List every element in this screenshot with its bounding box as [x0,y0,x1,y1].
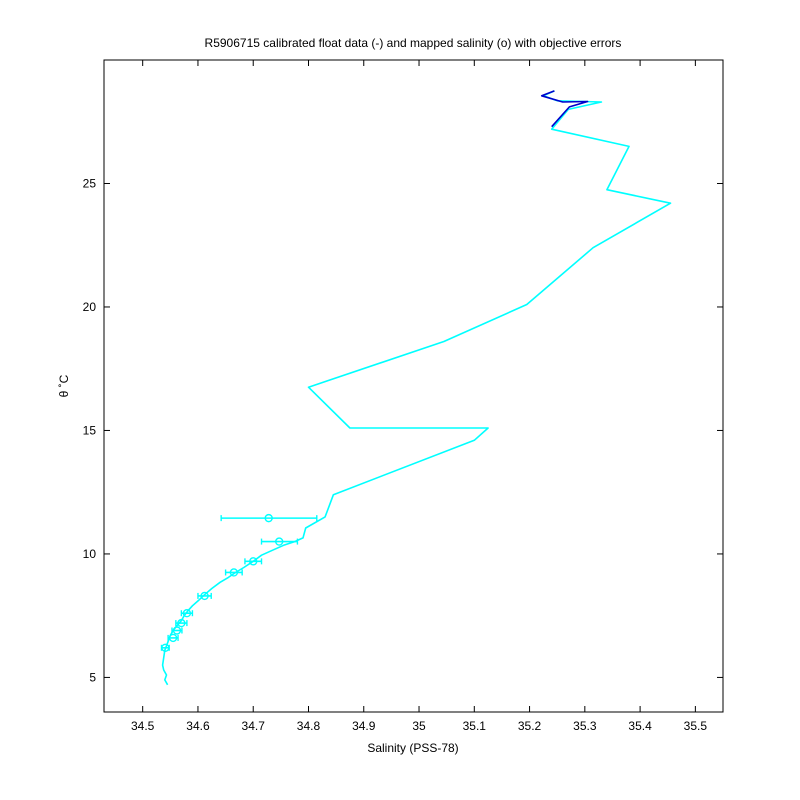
x-tick-label: 35.4 [628,719,652,733]
mapped-layer [160,513,318,652]
x-tick-label: 35.2 [518,719,542,733]
mapped-salinity-point [264,513,273,523]
x-tick-label: 34.7 [242,719,266,733]
x-axis: 34.5 34.6 34.7 34.8 34.9 35 35.1 35.2 35.3 35.4 35… [131,60,707,733]
mapped-salinity-point [168,633,178,643]
mapped-salinity-point [161,643,170,652]
x-tick-label: 35.3 [573,719,597,733]
mapped-salinity-point [177,618,186,628]
x-tick-label: 34.8 [297,719,321,733]
x-tick-label: 35.1 [463,719,487,733]
x-axis-label: Salinity (PSS-78) [367,741,458,755]
x-tick-label: 34.9 [352,719,376,733]
x-tick-label: 35 [412,719,426,733]
series-line-1 [161,90,672,686]
series-layer [161,90,672,686]
y-axis: 5 10 15 20 25 [83,176,723,684]
y-tick-label: 10 [83,547,97,561]
mapped-salinity-point [274,537,284,546]
plot-frame [103,59,724,713]
y-axis-label: θ ˚C [57,374,71,397]
x-tick-label: 34.5 [131,719,155,733]
mapped-salinity-point [182,609,192,618]
x-tick-label: 35.5 [684,719,708,733]
y-tick-label: 25 [83,176,97,190]
chart-title: R5906715 calibrated float data (-) and m… [205,36,622,50]
x-tick-label: 34.6 [186,719,210,733]
mapped-salinity-point [229,568,239,577]
mapped-salinity-point [200,591,209,601]
y-tick-label: 15 [83,423,97,437]
mapped-salinity-point [172,626,182,635]
y-tick-label: 20 [83,300,97,314]
y-tick-label: 5 [89,670,96,684]
series-line-2 [540,90,589,128]
mapped-salinity-point [249,557,258,566]
